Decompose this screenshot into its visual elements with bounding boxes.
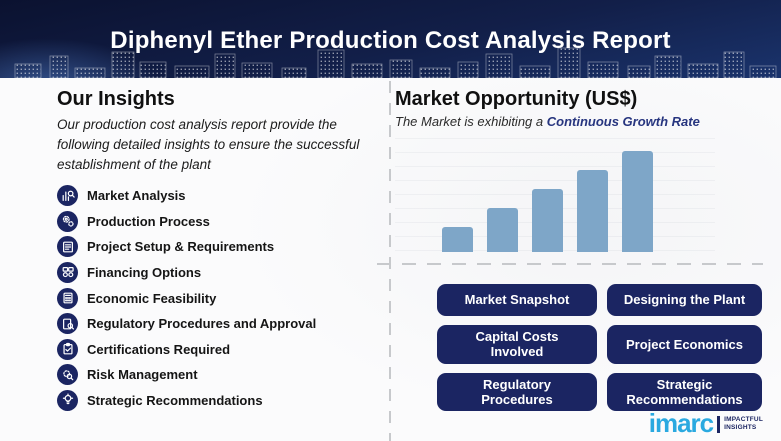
list-item: Strategic Recommendations [57,388,373,414]
horizontal-dashed-divider [377,263,763,265]
imarc-logo-separator [717,415,721,433]
insights-panel: Our Insights Our production cost analysi… [0,78,373,441]
imarc-logo-tagline: IMPACTFUL INSIGHTS [724,416,763,432]
list-item: Market Analysis [57,183,373,209]
insights-heading: Our Insights [57,88,175,110]
list-item: Financing Options [57,260,373,286]
insight-label: Market Analysis [87,188,186,204]
growth-bar-chart [395,138,715,252]
imarc-tagline-line1: IMPACTFUL [724,415,763,423]
bar [622,151,653,252]
list-item: Economic Feasibility [57,285,373,311]
insights-subtitle: Our production cost analysis report prov… [57,117,360,172]
button-label: Designing the Plant [623,292,746,308]
production-process-icon [57,210,78,232]
market-panel: Market Opportunity (US$) The Market is e… [373,78,781,441]
financing-options-icon [57,261,78,283]
strategic-recommendations-icon [57,389,78,411]
imarc-logo: imarc IMPACTFUL INSIGHTS [649,410,763,436]
button-label: Project Economics [625,336,744,352]
list-item: Risk Management [57,362,373,388]
market-heading: Market Opportunity (US$) [395,88,638,110]
city-skyline-art [14,47,777,78]
market-subtitle: The Market is exhibiting a Continuous Gr… [395,114,781,129]
imarc-tagline-line2: INSIGHTS [724,424,757,431]
insight-label: Strategic Recommendations [87,392,263,408]
market-analysis-icon [57,185,78,207]
bar [442,227,473,252]
button-label: Regulatory Procedures [481,376,553,407]
list-item: Production Process [57,209,373,235]
economic-feasibility-icon [57,287,78,309]
insight-label: Regulatory Procedures and Approval [87,316,317,332]
risk-management-icon [57,364,78,386]
button-strategic-recommendations[interactable]: Strategic Recommendations [607,372,762,412]
certifications-icon [57,338,78,360]
button-project-economics[interactable]: Project Economics [607,325,762,364]
project-setup-icon [57,236,78,258]
vertical-dashed-divider [389,81,391,441]
header-banner: Diphenyl Ether Production Cost Analysis … [0,0,781,78]
insight-label: Project Setup & Requirements [87,239,275,255]
report-section-buttons: Market Snapshot Designing the Plant Capi… [437,284,781,412]
button-label: Strategic Recommendations [626,376,743,407]
bar-group [395,138,715,252]
bar [532,189,563,252]
list-item: Certifications Required [57,336,373,362]
market-subtitle-prefix: The Market is exhibiting a [395,114,547,129]
button-market-snapshot[interactable]: Market Snapshot [437,284,597,316]
insight-label: Financing Options [87,264,202,280]
button-label: Capital Costs Involved [475,329,559,360]
insight-label: Risk Management [87,367,198,383]
insight-label: Certifications Required [87,341,231,357]
button-designing-the-plant[interactable]: Designing the Plant [607,284,762,316]
insights-list: Market Analysis Production Process Proje… [57,183,373,413]
list-item: Project Setup & Requirements [57,234,373,260]
imarc-logo-wordmark: imarc [648,408,714,438]
list-item: Regulatory Procedures and Approval [57,311,373,337]
regulatory-approval-icon [57,313,78,335]
insight-label: Production Process [87,213,210,229]
button-capital-costs-involved[interactable]: Capital Costs Involved [437,325,597,364]
button-label: Market Snapshot [464,292,570,308]
content-area: Our Insights Our production cost analysi… [0,78,781,441]
bar [577,170,608,252]
button-regulatory-procedures[interactable]: Regulatory Procedures [437,372,597,412]
insight-label: Economic Feasibility [87,290,217,306]
market-subtitle-highlight: Continuous Growth Rate [546,114,700,129]
bar [487,208,518,252]
